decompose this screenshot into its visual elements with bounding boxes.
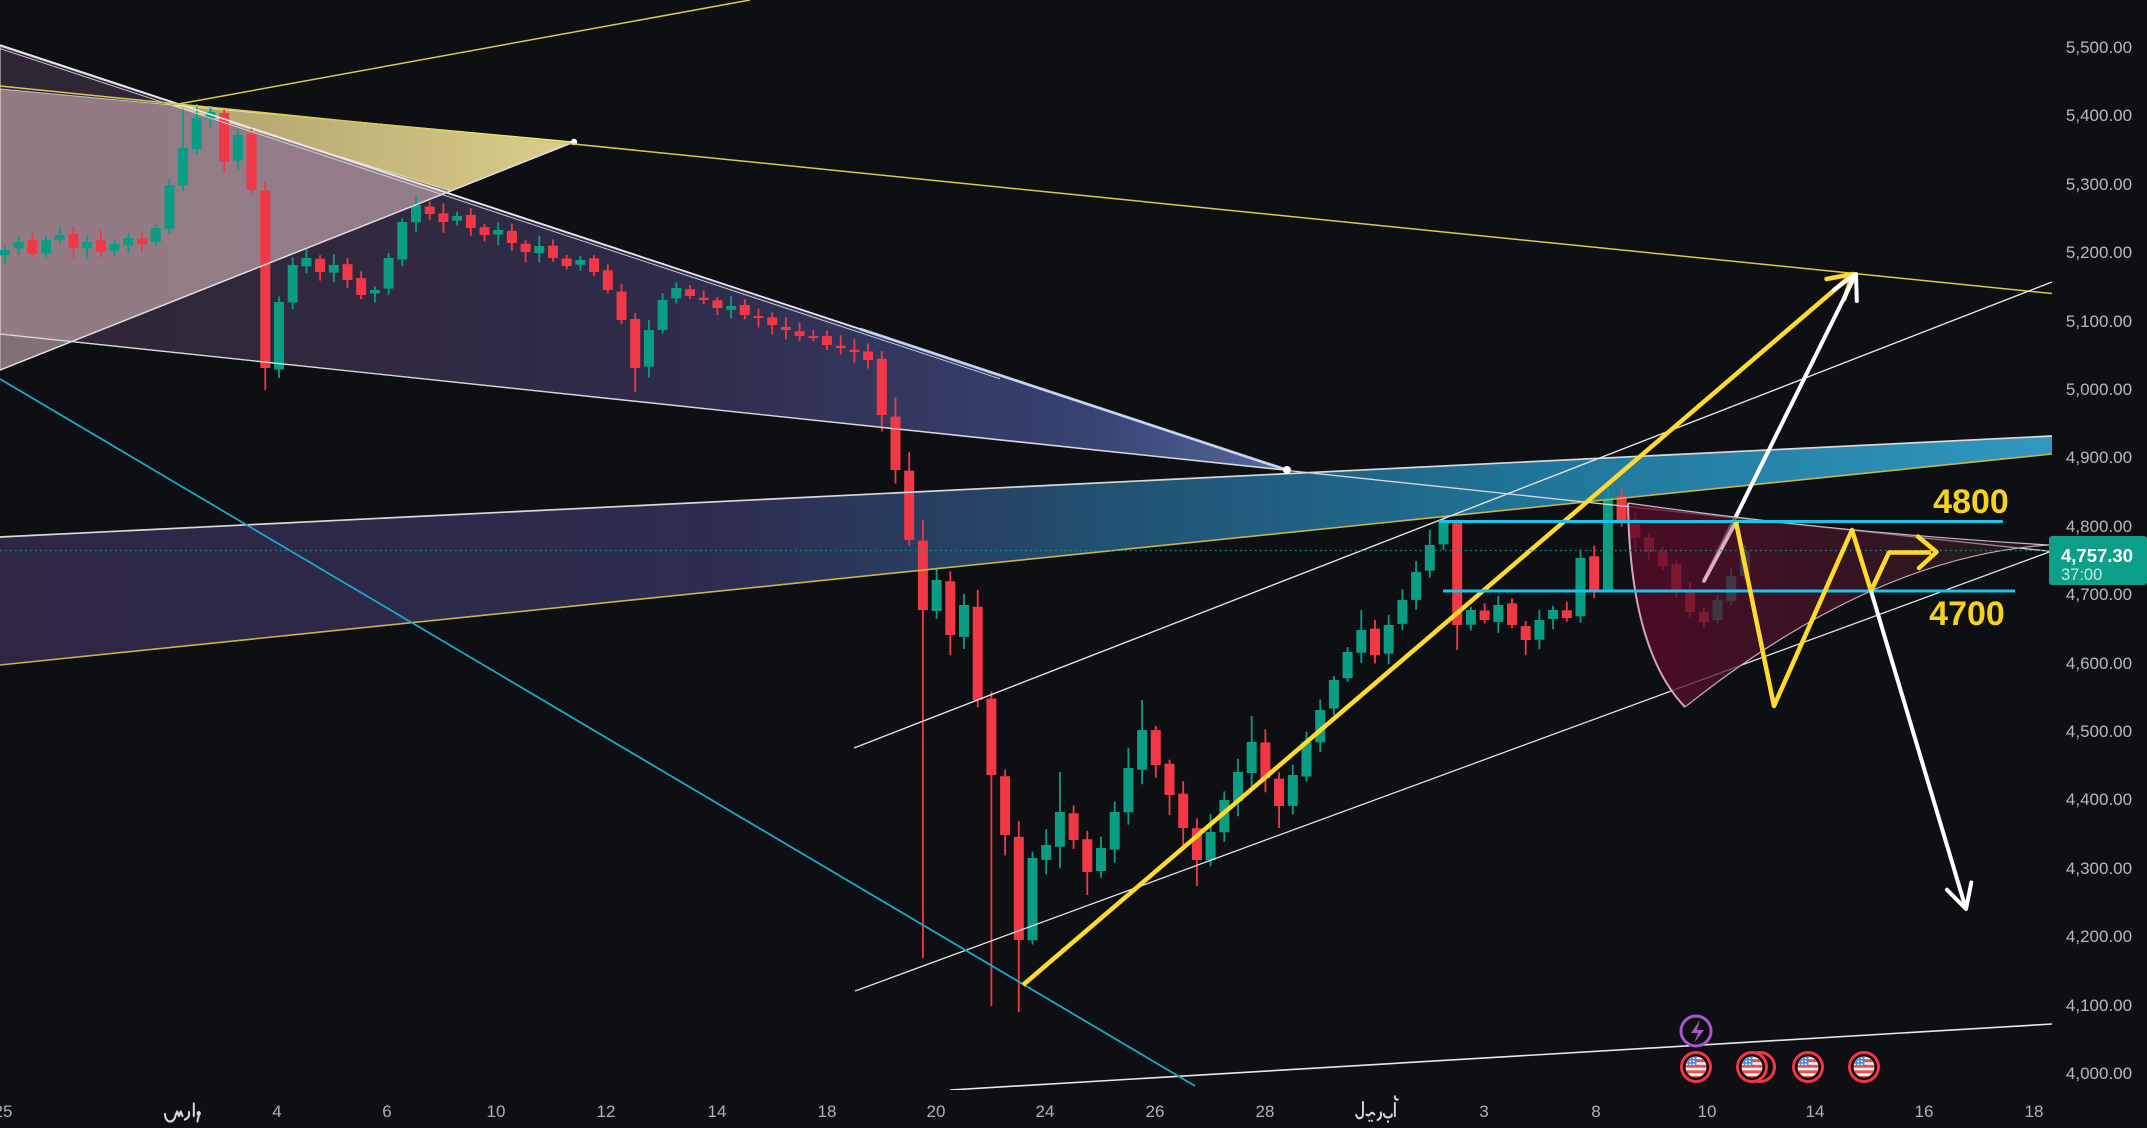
svg-text:4: 4 xyxy=(272,1102,281,1121)
svg-text:14: 14 xyxy=(1806,1102,1825,1121)
svg-text:4,100.00: 4,100.00 xyxy=(2066,996,2132,1015)
svg-text:5,400.00: 5,400.00 xyxy=(2066,106,2132,125)
svg-text:28: 28 xyxy=(1256,1102,1275,1121)
svg-text:16: 16 xyxy=(1915,1102,1934,1121)
svg-text:4,000.00: 4,000.00 xyxy=(2066,1064,2132,1083)
svg-text:37:00: 37:00 xyxy=(2061,566,2102,584)
svg-text:8: 8 xyxy=(1591,1102,1600,1121)
svg-text:4,757.30: 4,757.30 xyxy=(2061,545,2133,566)
svg-text:5,000.00: 5,000.00 xyxy=(2066,380,2132,399)
svg-text:25: 25 xyxy=(0,1102,12,1121)
svg-text:4,400.00: 4,400.00 xyxy=(2066,790,2132,809)
svg-text:4,700.00: 4,700.00 xyxy=(2066,585,2132,604)
svg-text:10: 10 xyxy=(487,1102,506,1121)
svg-text:4,200.00: 4,200.00 xyxy=(2066,927,2132,946)
svg-text:5,200.00: 5,200.00 xyxy=(2066,243,2132,262)
svg-text:10: 10 xyxy=(1698,1102,1717,1121)
svg-text:4,800.00: 4,800.00 xyxy=(2066,517,2132,536)
svg-text:20: 20 xyxy=(927,1102,946,1121)
svg-text:4,300.00: 4,300.00 xyxy=(2066,859,2132,878)
svg-text:4,600.00: 4,600.00 xyxy=(2066,654,2132,673)
svg-text:5,100.00: 5,100.00 xyxy=(2066,312,2132,331)
svg-text:18: 18 xyxy=(818,1102,837,1121)
svg-text:4800: 4800 xyxy=(1933,483,2009,521)
svg-text:4,500.00: 4,500.00 xyxy=(2066,722,2132,741)
svg-text:26: 26 xyxy=(1146,1102,1165,1121)
svg-text:3: 3 xyxy=(1479,1102,1488,1121)
svg-text:5,300.00: 5,300.00 xyxy=(2066,175,2132,194)
svg-text:14: 14 xyxy=(708,1102,727,1121)
svg-text:5,500.00: 5,500.00 xyxy=(2066,38,2132,57)
svg-text:4700: 4700 xyxy=(1929,595,2005,633)
svg-text:12: 12 xyxy=(597,1102,616,1121)
svg-text:6: 6 xyxy=(382,1102,391,1121)
svg-text:24: 24 xyxy=(1036,1102,1055,1121)
svg-text:18: 18 xyxy=(2025,1102,2044,1121)
svg-text:4,900.00: 4,900.00 xyxy=(2066,448,2132,467)
